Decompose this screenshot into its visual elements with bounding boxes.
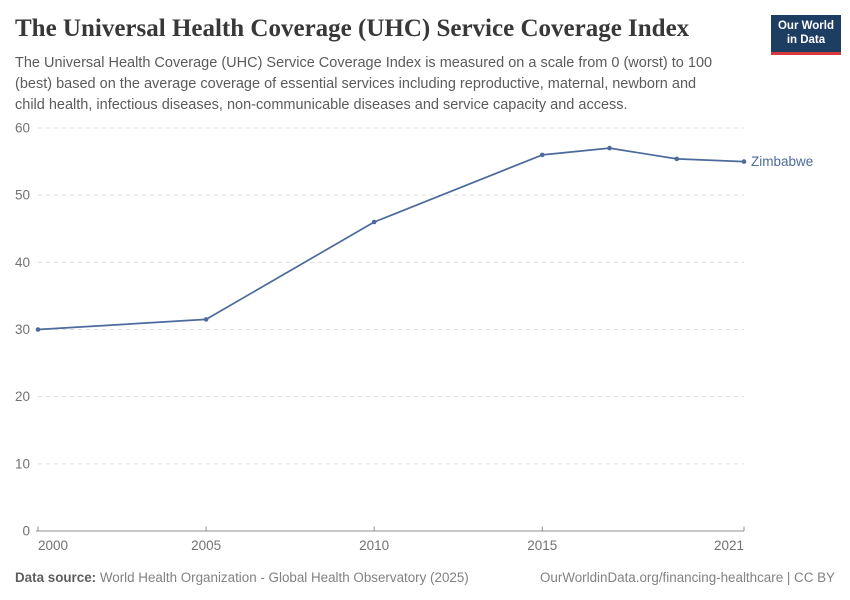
data-point <box>371 219 377 225</box>
y-axis-label: 0 <box>22 524 30 539</box>
x-axis-label: 2005 <box>191 538 221 553</box>
series-end-label: Zimbabwe <box>751 154 813 169</box>
data-source: Data source: World Health Organization -… <box>15 570 469 585</box>
y-axis-label: 50 <box>15 188 30 203</box>
attribution-link[interactable]: OurWorldinData.org/financing-healthcare … <box>540 570 835 585</box>
y-axis-label: 40 <box>15 255 30 270</box>
data-source-label: Data source: <box>15 570 97 585</box>
data-source-text: World Health Organization - Global Healt… <box>99 570 469 585</box>
chart-header: The Universal Health Coverage (UHC) Serv… <box>0 0 850 116</box>
y-axis-label: 60 <box>15 121 30 136</box>
chart-subtitle: The Universal Health Coverage (UHC) Serv… <box>15 55 713 113</box>
y-axis-label: 20 <box>15 389 30 404</box>
x-axis-label: 2000 <box>38 538 68 553</box>
y-axis-label: 30 <box>15 322 30 337</box>
owid-logo-line2: in Data <box>786 33 826 46</box>
page-title: The Universal Health Coverage (UHC) Serv… <box>15 15 690 42</box>
x-axis-label: 2015 <box>527 538 557 553</box>
x-axis-label: 2021 <box>714 538 744 553</box>
owid-logo: Our World in Data <box>770 15 841 55</box>
data-point <box>607 145 612 151</box>
data-point <box>741 159 747 164</box>
chart-footer: Data source: World Health Organization -… <box>15 570 835 585</box>
series-line-zimbabwe <box>37 147 745 331</box>
y-axis-label: 10 <box>15 456 30 471</box>
data-point <box>203 317 209 322</box>
data-point <box>35 327 41 332</box>
data-point <box>540 152 545 158</box>
data-point <box>674 156 680 162</box>
x-axis-label: 2010 <box>359 538 389 553</box>
owid-logo-line1: Our World <box>777 20 834 32</box>
